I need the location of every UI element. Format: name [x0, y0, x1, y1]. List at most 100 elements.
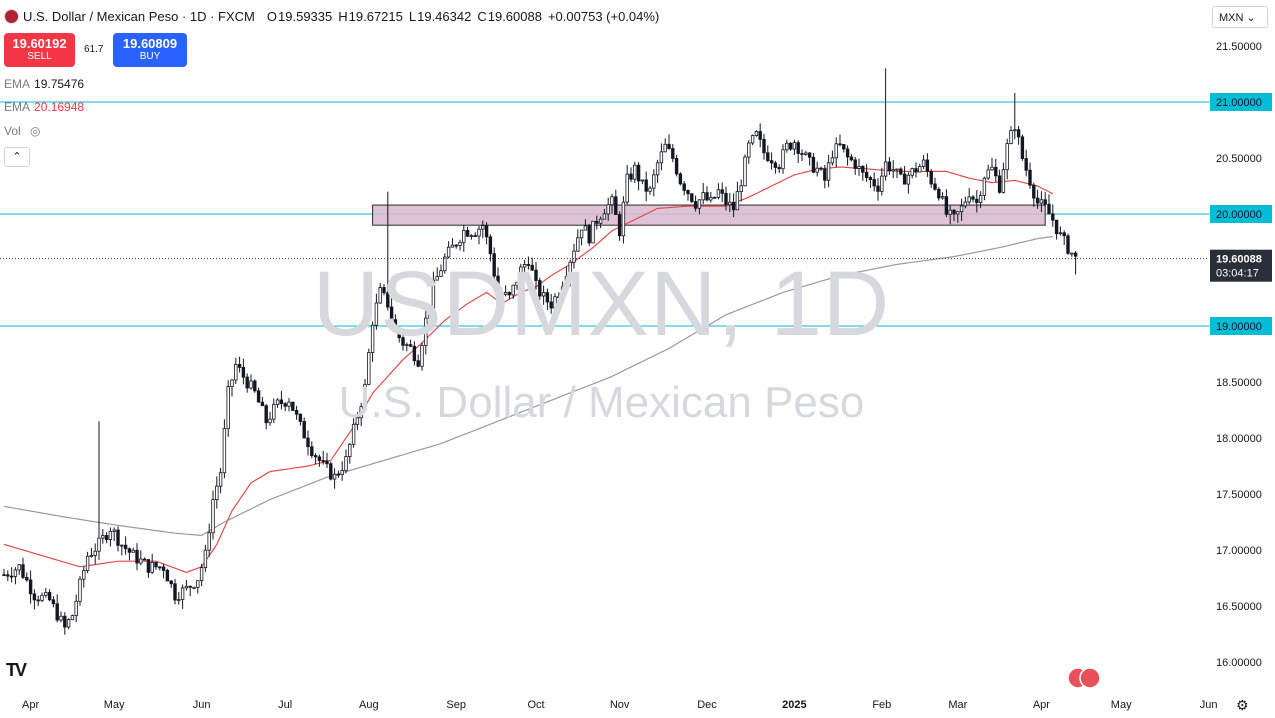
candle-body [89, 555, 94, 557]
candle-body [667, 143, 671, 149]
candle-body [929, 171, 933, 185]
candle-body [450, 244, 455, 248]
candle-body [956, 211, 960, 215]
candle-body [914, 168, 918, 173]
x-tick-label: Apr [1033, 699, 1050, 711]
candle-body [272, 404, 276, 420]
candle-body [78, 578, 82, 602]
candle-body [572, 250, 576, 263]
candle-body [553, 296, 557, 309]
ema-slow-label: EMA [4, 100, 31, 114]
x-tick-label: Feb [872, 699, 891, 711]
candle-body [215, 485, 219, 501]
candle-body [1043, 199, 1047, 205]
candle-body [697, 199, 702, 209]
candle-body [522, 264, 527, 268]
candle-body [104, 535, 109, 540]
candle-body [811, 156, 816, 173]
candle-body [443, 256, 447, 272]
candle-body [880, 175, 884, 192]
last-price-label: 19.60088 [1216, 254, 1262, 266]
candle-body [579, 229, 584, 239]
ema-slow-legend[interactable]: EMA 20.16948 [4, 100, 84, 114]
candle-body [595, 220, 599, 224]
y-tick-label: 17.00000 [1216, 545, 1262, 557]
candle-body [975, 198, 979, 204]
candle-body [678, 173, 683, 185]
candle-body [739, 185, 743, 193]
candle-body [545, 292, 550, 303]
candle-body [1066, 235, 1070, 254]
candle-body [85, 555, 90, 571]
economic-events-icon[interactable] [1067, 667, 1101, 689]
level-price-tag [1210, 93, 1272, 111]
sell-label: SELL [27, 51, 52, 62]
candle-body [826, 162, 831, 181]
candle-body [598, 218, 603, 224]
candle-body [990, 166, 994, 171]
candle-body [762, 138, 766, 154]
candle-body [412, 345, 417, 362]
candle-body [310, 446, 314, 456]
candle-body [971, 196, 975, 200]
candle-body [845, 148, 850, 158]
eye-hidden-icon[interactable]: ◎ [30, 124, 41, 138]
y-tick-label: 16.50000 [1216, 601, 1262, 613]
candle-body [302, 421, 306, 439]
x-tick-label: Oct [527, 699, 544, 711]
x-tick-label: Jun [1200, 699, 1218, 711]
price-axis-background [1208, 0, 1275, 718]
symbol-title[interactable]: U.S. Dollar / Mexican Peso · 1D · FXCM [23, 9, 255, 24]
resistance-zone-rectangle [372, 204, 1046, 226]
candle-body [241, 367, 246, 378]
candle-body [796, 142, 800, 154]
candle-body [237, 364, 242, 368]
buy-button[interactable]: 19.60809 BUY [113, 33, 187, 67]
candle-body [861, 165, 865, 173]
candle-body [686, 190, 690, 195]
candles-group [2, 68, 1078, 635]
tradingview-logo-icon[interactable]: TV [6, 660, 27, 680]
candle-body [944, 196, 949, 215]
settings-gear-icon[interactable]: ⚙ [1236, 697, 1249, 713]
last-price-tag [1210, 249, 1272, 282]
candle-body [921, 159, 926, 167]
us-flag-icon [4, 9, 19, 24]
candle-body [332, 473, 337, 480]
candle-body [659, 151, 664, 164]
currency-button[interactable]: MXN ⌄ [1212, 6, 1268, 28]
candle-body [180, 587, 185, 600]
candle-body [363, 383, 367, 408]
candle-body [275, 399, 280, 405]
volume-label: Vol [4, 124, 21, 138]
y-tick-label: 20.50000 [1216, 153, 1262, 165]
candle-body [245, 376, 249, 389]
volume-legend[interactable]: Vol ◎ [4, 124, 41, 138]
x-tick-label: Dec [697, 699, 717, 711]
ema-fast-legend[interactable]: EMA 19.75476 [4, 77, 84, 91]
candle-body [192, 586, 196, 589]
candle-body [66, 619, 71, 628]
candle-body [59, 615, 63, 621]
candle-body [196, 580, 200, 588]
x-tick-label: Aug [359, 699, 379, 711]
candle-body [500, 292, 504, 295]
x-tick-label: Apr [22, 699, 39, 711]
candle-body [481, 225, 485, 230]
candle-body [465, 229, 470, 237]
candle-body [9, 575, 14, 578]
candle-body [1047, 203, 1051, 215]
candle-body [127, 548, 132, 553]
candle-body [994, 166, 998, 177]
candle-body [359, 406, 363, 419]
candle-body [1070, 252, 1074, 255]
x-tick-label: Mar [948, 699, 967, 711]
candle-body [120, 544, 124, 547]
collapse-legend-button[interactable]: ⌃ [4, 147, 30, 167]
candle-body [211, 499, 215, 534]
candle-body [116, 529, 120, 546]
sell-button[interactable]: 19.60192 SELL [4, 33, 75, 67]
candle-body [154, 561, 158, 568]
candle-body [184, 585, 189, 589]
